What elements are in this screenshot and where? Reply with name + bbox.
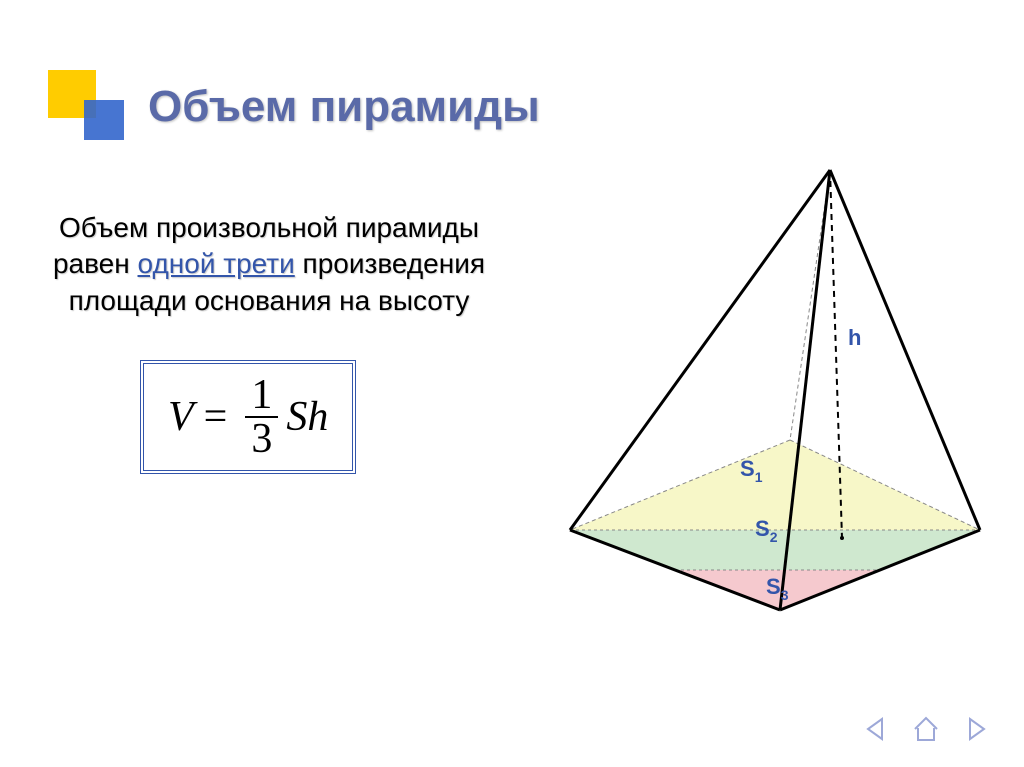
theorem-emph: одной трети [138, 248, 295, 279]
svg-text:h: h [848, 325, 861, 350]
formula-V: V [168, 393, 194, 441]
slide-title: Объем пирамиды [148, 82, 540, 132]
formula-numerator: 1 [245, 374, 278, 418]
home-button[interactable] [910, 713, 942, 745]
volume-formula: V = 1 3 Sh [140, 360, 356, 474]
decor-square-blue [84, 100, 124, 140]
theorem-text: Объем произвольной пирамиды равен одной … [24, 210, 514, 319]
pyramid-diagram: hS1S2S3 [530, 150, 1010, 650]
prev-button[interactable] [860, 713, 892, 745]
formula-Sh: Sh [286, 393, 328, 441]
formula-fraction: 1 3 [245, 374, 278, 460]
nav-bar [860, 713, 992, 745]
next-button[interactable] [960, 713, 992, 745]
formula-eq: = [204, 393, 228, 441]
formula-denominator: 3 [245, 418, 278, 460]
